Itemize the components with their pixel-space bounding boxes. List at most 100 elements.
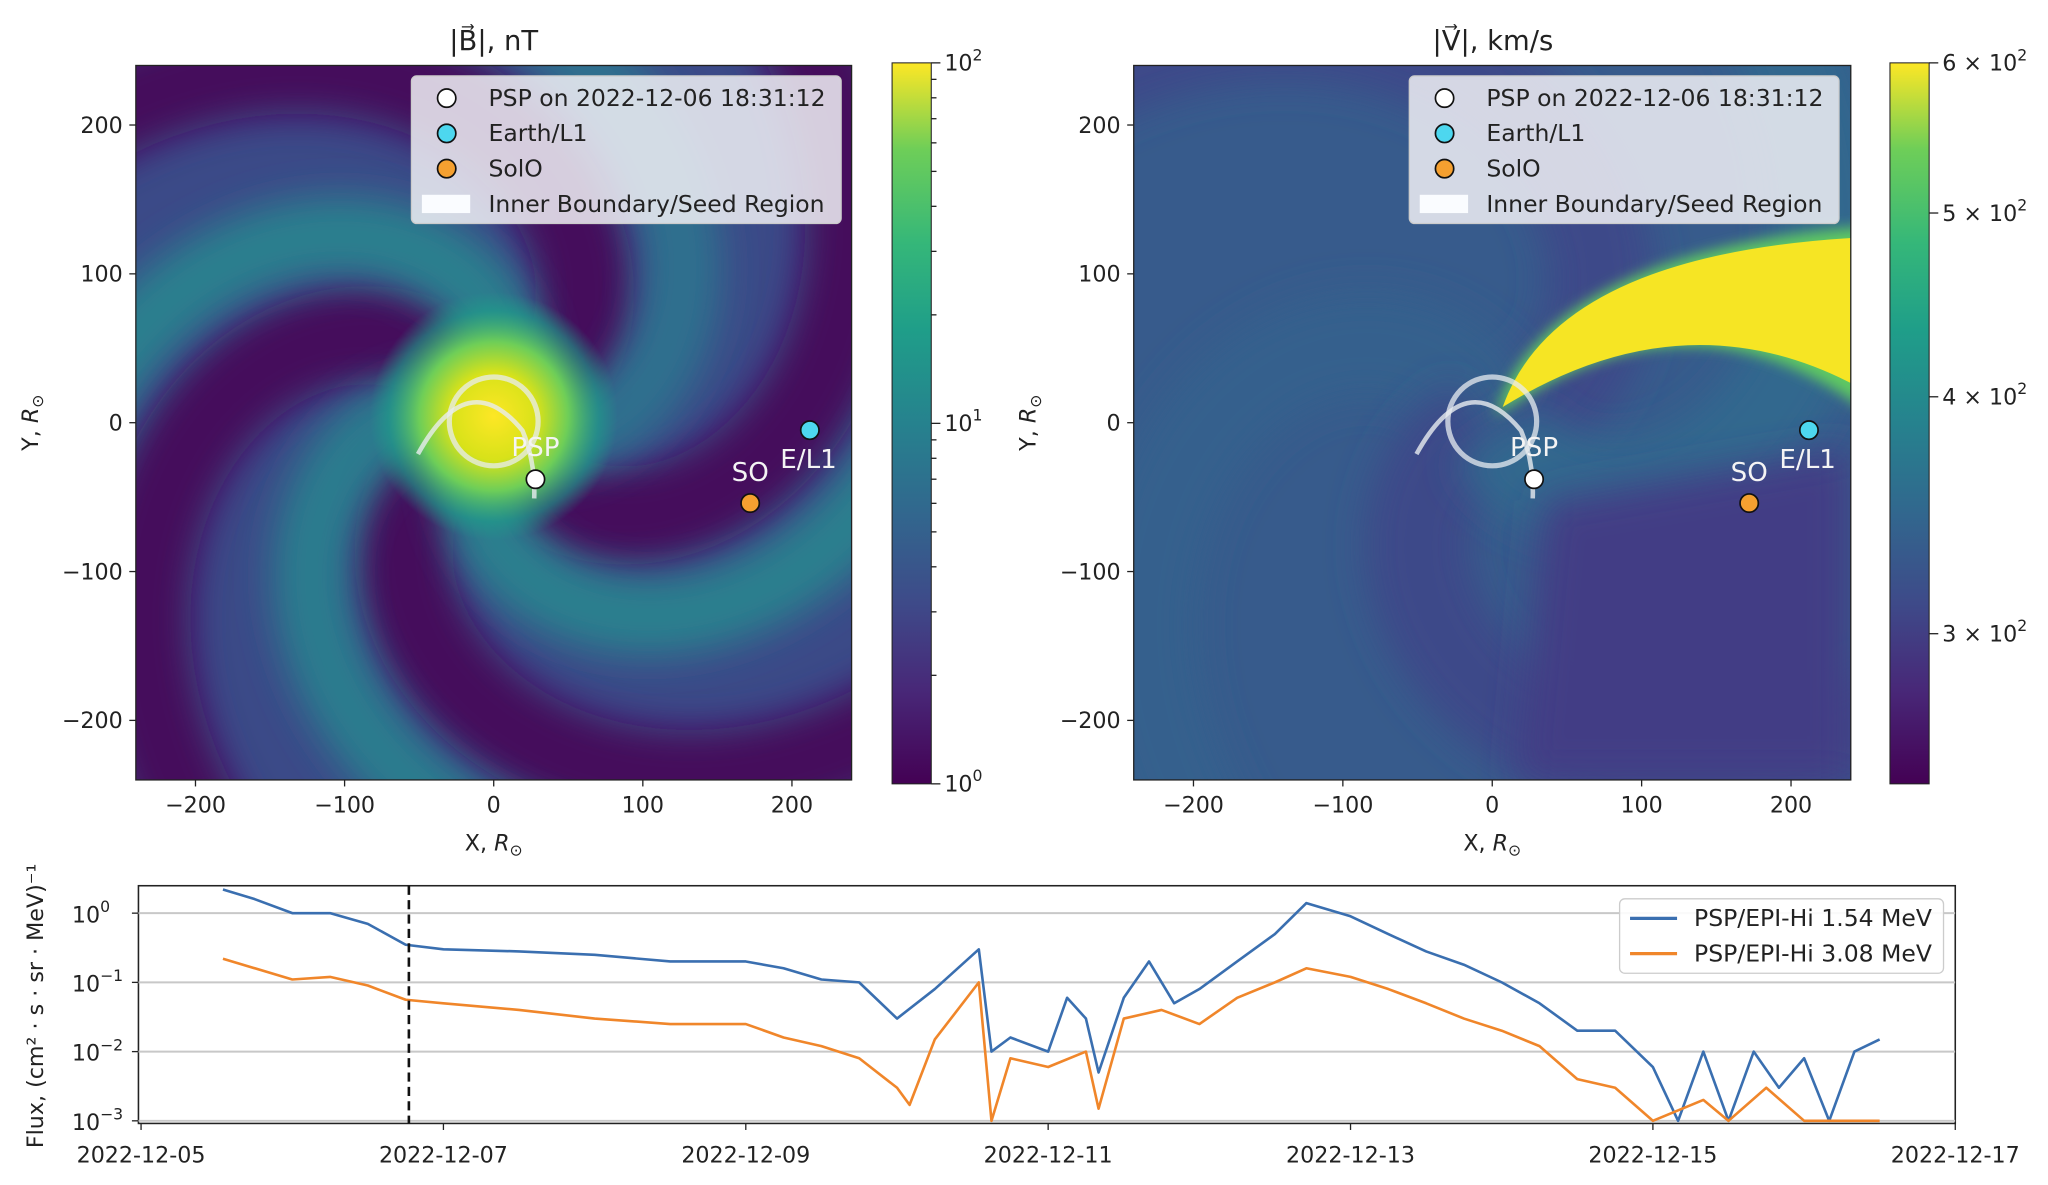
legend-patch [1419,194,1469,214]
field-core [369,292,618,541]
marker-e-l1 [1798,420,1819,441]
y-tick-label: −100 [62,559,123,585]
tick-exponent: −3 [100,1105,123,1124]
y-tick-label: −200 [62,708,123,734]
marker-psp [1524,469,1545,490]
tick-base: 10 [72,902,100,928]
body-label: SO [1731,458,1768,488]
x-tick-label: 2022-12-07 [379,1143,508,1169]
colorbar-tick-label: 3 × 102 [1942,616,2027,647]
legend-label: Inner Boundary/Seed Region [488,190,824,218]
body-label: PSP [511,433,559,463]
y-tick-label: 10−2 [72,1035,123,1066]
colorbar-tick-label: 102 [944,45,982,76]
tick-exponent: 2 [973,45,983,64]
tick-base: 10 [944,411,972,437]
y-axis-label: Y, R⊙ [1016,395,1045,452]
colorbar-tick-label: 5 × 102 [1942,195,2027,226]
x-tick-label: 0 [487,793,501,819]
tick-exponent: 1 [973,406,983,425]
legend-label: PSP on 2022-12-06 18:31:12 [488,84,825,112]
y-tick-label: 200 [1078,113,1120,139]
series-line-epi-hi-3-08 [222,957,1880,1123]
body-label: SO [732,458,769,488]
b-field-panel: PSP E/L1 SO PSP on 2022-12-06 18:31:12 Earth… [18,23,983,860]
y-tick-label: 100 [72,897,110,928]
legend-label: Inner Boundary/Seed Region [1486,190,1822,218]
tick-exponent: −1 [100,966,123,985]
legend-label: PSP on 2022-12-06 18:31:12 [1486,84,1823,112]
legend-box [1618,898,1945,974]
x-tick-label: −100 [1312,793,1373,819]
v-field-panel: PSP E/L1 SO PSP on 2022-12-06 18:31:12 Earth… [1016,23,2027,860]
colorbar-gradient [891,62,932,785]
legend-marker [436,158,457,179]
tick-base: 10 [72,1110,100,1136]
legend-marker [1434,158,1455,179]
x-tick-label: −200 [165,793,226,819]
flow-arm [1133,291,1533,780]
legend-label: PSP/EPI-Hi 3.08 MeV [1694,939,1932,967]
y-tick-label: 10−3 [72,1105,123,1136]
colorbar-tick-label: 6 × 102 [1942,45,2027,76]
map-legend: PSP on 2022-12-06 18:31:12 Earth/L1 SolO In… [1408,75,1840,225]
legend-marker [436,123,457,144]
tick-exponent: 2 [2017,616,2027,635]
legend-marker [436,88,457,109]
x-tick-label: 2022-12-17 [1891,1143,2020,1169]
tick-base: 5 × 10 [1942,201,2017,227]
marker-so [1739,493,1760,514]
legend-box [1408,75,1840,225]
y-tick-label: 0 [109,411,123,437]
x-tick-label: 0 [1485,793,1499,819]
tick-base: 10 [944,772,972,798]
tick-exponent: 2 [2017,45,2027,64]
fast-wind-stream [1502,238,1851,408]
legend-label: SolO [1486,154,1540,182]
body-label: PSP [1510,433,1558,463]
panel-title: |B⃗|, nT [449,23,538,57]
slow-wind-region [1518,448,1851,780]
marker-psp [525,469,546,490]
x-tick-label: 100 [622,793,664,819]
x-tick-label: 2022-12-13 [1286,1143,1415,1169]
x-tick-label: 2022-12-15 [1588,1143,1717,1169]
legend-label: PSP/EPI-Hi 1.54 MeV [1694,904,1932,932]
inner-boundary [1445,374,1540,469]
tick-base: 6 × 10 [1942,51,2017,77]
tick-base: 10 [72,972,100,998]
marker-so [740,493,761,514]
colorbar-tick-label: 101 [944,406,982,437]
tick-base: 4 × 10 [1942,385,2017,411]
panel-title: |V⃗|, km/s [1433,23,1554,57]
inner-boundary [446,374,541,469]
legend-patch [421,194,471,214]
x-tick-label: 2022-12-05 [77,1143,206,1169]
y-axis-label: Y, R⊙ [18,395,47,452]
body-label: E/L1 [1779,445,1835,475]
x-tick-label: −100 [314,793,375,819]
legend-label: Earth/L1 [488,119,587,147]
legend-box [410,75,842,225]
legend-marker [1434,88,1455,109]
y-tick-label: 0 [1107,411,1121,437]
y-tick-label: 100 [80,262,122,288]
legend-marker [1434,123,1455,144]
x-tick-label: 2022-12-09 [681,1143,810,1169]
marker-e-l1 [799,420,820,441]
tick-exponent: 2 [2017,379,2027,398]
x-axis-label: X, R⊙ [1463,830,1521,859]
y-tick-label: 100 [1078,262,1120,288]
body-label: E/L1 [780,445,836,475]
tick-exponent: 2 [2017,195,2027,214]
x-tick-label: 2022-12-11 [984,1143,1113,1169]
x-tick-label: 200 [1770,793,1812,819]
y-tick-label: −100 [1060,559,1121,585]
tick-exponent: −2 [100,1035,123,1054]
colorbar-tick-label: 4 × 102 [1942,379,2027,410]
tick-base: 10 [72,1041,100,1067]
legend-label: Earth/L1 [1486,119,1585,147]
